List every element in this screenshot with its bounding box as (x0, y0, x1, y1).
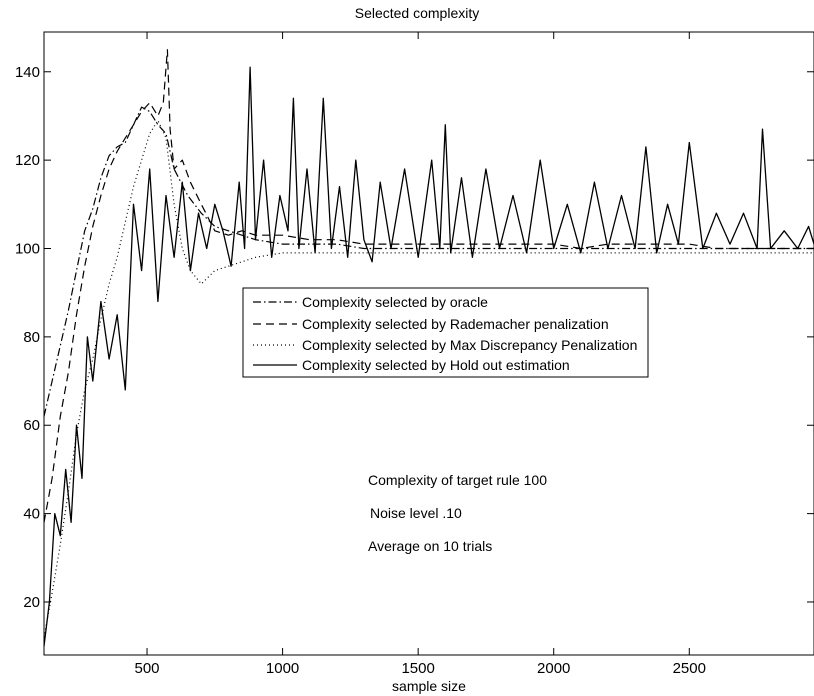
series-line-complexity-selected-by-rademacher-penalization (43, 49, 814, 523)
plot-lines (43, 49, 814, 647)
series-line-complexity-selected-by-max-discrepancy-penalization (43, 119, 814, 638)
y-tick-label-120: 120 (15, 152, 40, 169)
legend-label-oracle: Complexity selected by oracle (302, 294, 488, 310)
series-line-complexity-selected-by-hold-out-estimation (43, 66, 814, 647)
y-axis: 20 40 60 80 100 120 140 (15, 64, 814, 611)
y-tick-label-60: 60 (23, 417, 40, 434)
x-tick-label-1500: 1500 (401, 660, 434, 677)
annotation-average-trials: Average on 10 trials (368, 538, 492, 554)
y-tick-label-40: 40 (23, 506, 40, 523)
y-tick-label-140: 140 (15, 64, 40, 81)
legend: Complexity selected by oracle Complexity… (242, 287, 649, 378)
legend-label-hold-out: Complexity selected by Hold out estimati… (302, 357, 570, 373)
x-axis: 500 1000 1500 2000 2500 (135, 32, 706, 677)
plot-frame (43, 31, 814, 656)
x-tick-label-2000: 2000 (537, 660, 570, 677)
chart-title: Selected complexity (355, 5, 480, 21)
x-tick-label-2500: 2500 (673, 660, 706, 677)
x-tick-label-500: 500 (135, 660, 160, 677)
x-axis-label: sample size (392, 678, 466, 694)
y-tick-label-100: 100 (15, 241, 40, 258)
legend-label-rademacher: Complexity selected by Rademacher penali… (302, 316, 609, 332)
y-tick-label-20: 20 (23, 594, 40, 611)
x-tick-label-1000: 1000 (266, 660, 299, 677)
series-line-complexity-selected-by-oracle (43, 106, 814, 417)
annotation-target-complexity: Complexity of target rule 100 (368, 472, 547, 488)
legend-box (242, 287, 649, 378)
legend-label-max-discrepancy: Complexity selected by Max Discrepancy P… (302, 337, 637, 353)
y-tick-label-80: 80 (23, 329, 40, 346)
annotation-noise-level: Noise level .10 (370, 505, 462, 521)
